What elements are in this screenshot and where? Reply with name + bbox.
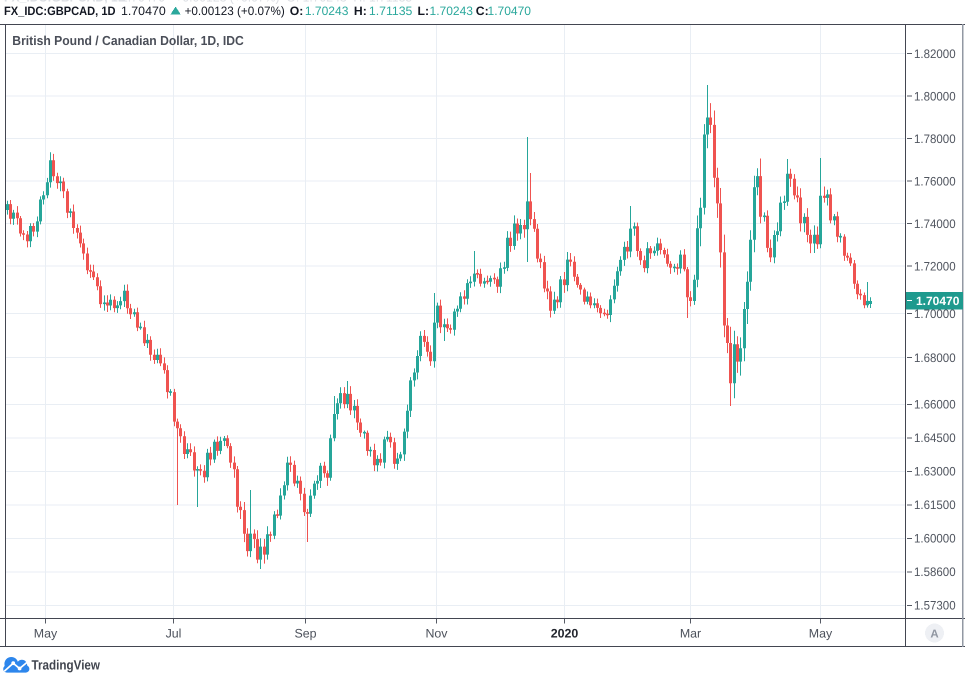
svg-text:1.71135: 1.71135 <box>369 4 413 18</box>
svg-text:1.74000: 1.74000 <box>914 217 956 231</box>
svg-text:Sep: Sep <box>294 627 316 641</box>
svg-text:1.78000: 1.78000 <box>914 132 956 146</box>
svg-text:1.80000: 1.80000 <box>914 89 956 103</box>
svg-text:TradingView: TradingView <box>32 657 101 672</box>
svg-text:FX_IDC:GBPCAD, 1D: FX_IDC:GBPCAD, 1D <box>4 0 127 5</box>
svg-text:Nov: Nov <box>425 627 448 641</box>
svg-text:Mar: Mar <box>680 627 701 641</box>
svg-text:Jul: Jul <box>166 627 182 641</box>
svg-text:1.57300: 1.57300 <box>914 599 956 613</box>
svg-text:1.66000: 1.66000 <box>914 398 956 412</box>
svg-text:1.63000: 1.63000 <box>914 465 956 479</box>
svg-text:C:: C: <box>476 4 489 18</box>
svg-text:1.70470: 1.70470 <box>916 294 960 308</box>
svg-text:1.58600: 1.58600 <box>914 565 956 579</box>
svg-text:1.70243: 1.70243 <box>305 4 349 18</box>
svg-text:2020: 2020 <box>551 627 579 641</box>
svg-text:1.61500: 1.61500 <box>914 498 956 512</box>
svg-text:1.64500: 1.64500 <box>914 431 956 445</box>
svg-text:1.72000: 1.72000 <box>914 259 956 273</box>
svg-text:1.70470: 1.70470 <box>121 4 166 18</box>
svg-text:1.76000: 1.76000 <box>914 174 956 188</box>
svg-text:O:: O: <box>290 4 304 18</box>
svg-text:1.82000: 1.82000 <box>914 47 956 61</box>
svg-text:A: A <box>930 628 938 640</box>
svg-text:1.70470 +0.00123 (+0.07%) O: 1.70470 +0.00123 (+0.07%) O: 1.70243 H: … <box>121 0 412 5</box>
svg-text:1.68000: 1.68000 <box>914 351 956 365</box>
svg-text:1.70000: 1.70000 <box>914 307 956 321</box>
svg-text:1.70243: 1.70243 <box>430 4 474 18</box>
svg-text:May: May <box>34 627 58 641</box>
svg-text:1.70470: 1.70470 <box>488 4 532 18</box>
svg-text:H:: H: <box>354 4 367 18</box>
svg-text:May: May <box>809 627 833 641</box>
svg-text:L:: L: <box>418 4 430 18</box>
svg-text:British Pound / Canadian Dolla: British Pound / Canadian Dollar, 1D, IDC <box>12 33 244 48</box>
svg-text:+0.00123 (+0.07%): +0.00123 (+0.07%) <box>185 4 285 18</box>
svg-text:FX_IDC:GBPCAD, 1D: FX_IDC:GBPCAD, 1D <box>4 4 116 18</box>
svg-text:1.60000: 1.60000 <box>914 532 956 546</box>
